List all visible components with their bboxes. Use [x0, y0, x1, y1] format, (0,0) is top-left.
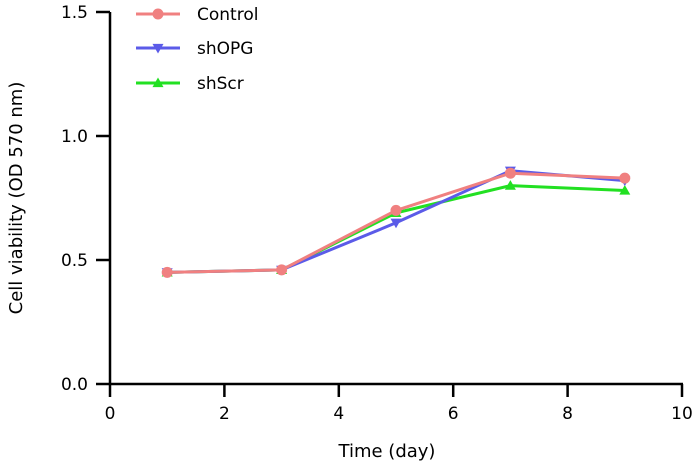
x-axis-title: Time (day): [338, 441, 436, 462]
x-tick-label: 6: [448, 404, 459, 424]
data-point-shopg: [390, 218, 402, 229]
legend-item-control: Control: [136, 5, 258, 25]
y-tick-label: 0.5: [61, 251, 88, 271]
y-tick-label: 1.0: [61, 127, 88, 147]
data-point-control: [619, 172, 631, 184]
y-tick-label: 1.5: [61, 3, 88, 23]
series-layer: [161, 166, 631, 278]
legend-item-shscr: shScr: [136, 74, 244, 94]
series-shopg: [161, 166, 631, 278]
data-point-control: [276, 264, 288, 276]
legend: Control shOPG shScr: [136, 5, 258, 94]
series-control: [161, 167, 631, 278]
y-axis-title: Cell viability (OD 570 nm): [6, 82, 27, 315]
legend-label-shopg: shOPG: [197, 39, 253, 59]
legend-marker-control: [152, 8, 164, 20]
x-tick-label: 8: [562, 404, 573, 424]
data-point-control: [161, 266, 173, 278]
x-tick-label: 0: [105, 404, 116, 424]
series-shscr: [161, 180, 631, 277]
y-ticks: 0.0 0.5 1.0 1.5: [61, 3, 110, 395]
data-point-control: [504, 167, 516, 179]
data-point-control: [390, 204, 402, 216]
data-point-shscr: [619, 185, 631, 195]
data-point-shscr: [504, 180, 516, 190]
legend-label-shscr: shScr: [197, 74, 244, 94]
x-ticks: 0 2 4 6 8 10: [105, 384, 693, 424]
x-tick-label: 4: [333, 404, 344, 424]
series-line-shscr: [167, 184, 625, 274]
legend-marker-shopg: [152, 43, 164, 54]
x-tick-label: 2: [219, 404, 230, 424]
legend-marker-shscr: [152, 77, 164, 88]
x-tick-label: 10: [671, 404, 693, 424]
y-tick-label: 0.0: [61, 375, 88, 395]
legend-label-control: Control: [197, 5, 258, 25]
legend-item-shopg: shOPG: [136, 39, 253, 59]
